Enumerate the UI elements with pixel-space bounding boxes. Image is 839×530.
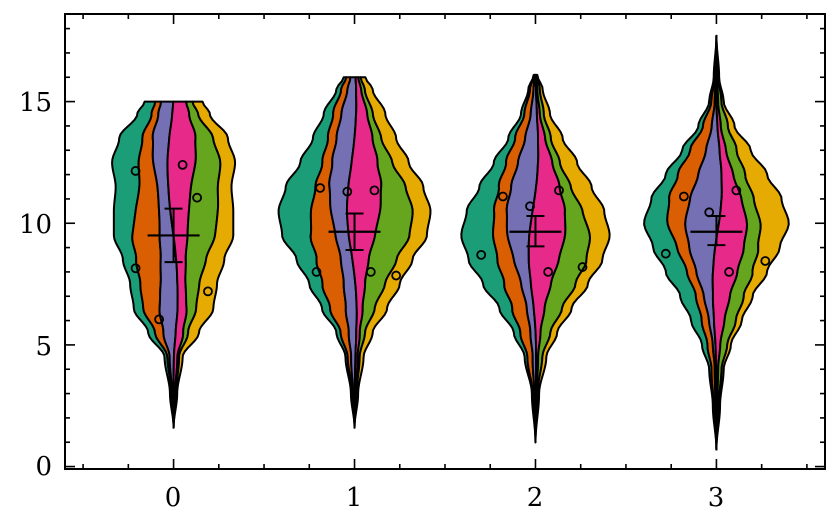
x-tick-label-0: 0 — [165, 483, 182, 513]
violin-1 — [277, 76, 432, 429]
y-tick-labels: 0 5 10 15 — [19, 88, 52, 482]
violin-3 — [643, 34, 790, 451]
violin-2-point-6 — [577, 262, 588, 272]
violin-0-point-3 — [177, 159, 188, 170]
violin-1-point-4 — [369, 185, 380, 196]
violin-0-point-4 — [192, 192, 203, 203]
violin-0-point-1 — [130, 263, 141, 274]
violin-3-point-4 — [731, 185, 742, 196]
y-tick-label-10: 10 — [19, 210, 52, 240]
violin-2-point-3 — [525, 201, 535, 212]
violin-3-layer-6 — [715, 34, 790, 451]
violin-2-errorbar — [509, 214, 562, 248]
violin-1-point-1 — [311, 267, 322, 277]
violin-3-point-6 — [760, 256, 771, 266]
violin-0-layer-6 — [172, 100, 237, 429]
violin-1-point-2 — [315, 183, 326, 193]
tick-layer — [65, 14, 825, 469]
violin-1-point-3 — [342, 186, 353, 197]
marker-layer — [130, 159, 771, 325]
violin-2-point-2 — [497, 191, 508, 202]
violin-2-layer-6 — [534, 73, 611, 444]
y-tick-label-5: 5 — [35, 332, 52, 362]
violin-3-point-1 — [660, 248, 671, 259]
x-tick-label-2: 2 — [527, 483, 544, 513]
violin-0-point-5 — [154, 314, 165, 325]
x-tick-labels: 0 1 2 3 — [165, 483, 725, 513]
y-tick-label-15: 15 — [19, 88, 52, 118]
violin-2-point-4 — [554, 185, 564, 196]
violin-2 — [460, 73, 611, 444]
violin-0-errorbar — [147, 207, 200, 264]
x-tick-label-1: 1 — [346, 483, 363, 513]
y-tick-label-0: 0 — [35, 452, 52, 482]
violin-1-layer-6 — [353, 76, 432, 429]
violin-0 — [111, 100, 237, 429]
violin-3-point-5 — [724, 267, 734, 277]
violin-2-point-5 — [543, 267, 554, 277]
violin-layer — [111, 34, 790, 451]
violin-1-point-6 — [391, 270, 402, 281]
violin-0-point-6 — [203, 286, 213, 297]
violin-2-point-1 — [476, 249, 487, 260]
violin-0-point-2 — [130, 166, 141, 176]
violin-3-errorbar — [690, 214, 743, 247]
violin-1-point-5 — [365, 267, 376, 277]
violin-1-errorbar — [328, 212, 381, 252]
violin-3-point-2 — [678, 191, 689, 202]
x-tick-label-3: 3 — [708, 483, 725, 513]
